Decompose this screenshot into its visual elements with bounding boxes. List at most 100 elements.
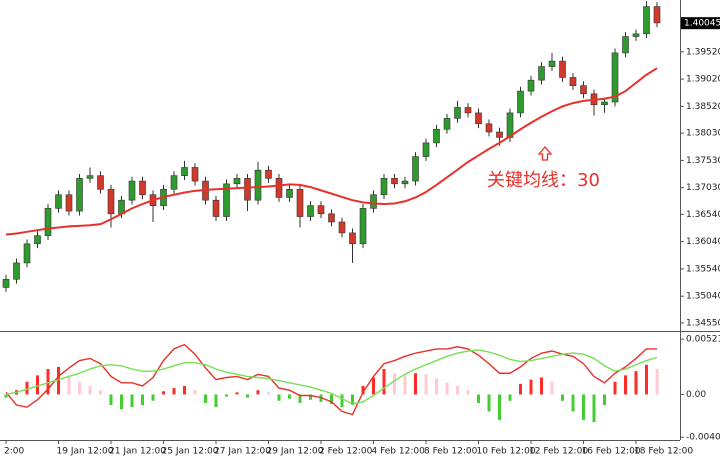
y-tick-label: 1.37530 bbox=[686, 156, 720, 166]
histogram-bar bbox=[67, 375, 71, 395]
histogram-bar bbox=[477, 394, 480, 403]
x-tick-label: 4 Feb 12:00 bbox=[372, 447, 426, 457]
histogram-bar bbox=[225, 394, 228, 397]
histogram-bar bbox=[571, 394, 575, 412]
candle-body bbox=[34, 235, 41, 245]
histogram-bar bbox=[162, 391, 165, 395]
histogram-bar bbox=[645, 364, 648, 395]
indicator-line bbox=[5, 343, 657, 416]
candle-body bbox=[139, 180, 146, 196]
histogram-bar bbox=[130, 394, 134, 408]
candle-body bbox=[611, 52, 619, 103]
candle-body bbox=[76, 178, 83, 212]
candle-body bbox=[275, 178, 283, 198]
candle-body bbox=[653, 6, 661, 24]
candle-body bbox=[317, 205, 325, 215]
y-tick-label: 1.36040 bbox=[686, 237, 720, 247]
candle-body bbox=[433, 128, 440, 144]
candle-body bbox=[412, 156, 419, 182]
histogram-bar bbox=[634, 371, 638, 395]
histogram-bar bbox=[267, 392, 270, 395]
candle-body bbox=[380, 178, 388, 196]
candle-body bbox=[265, 169, 272, 179]
histogram-bar bbox=[246, 394, 249, 398]
histogram-bar bbox=[109, 394, 113, 406]
x-tick-label: 16 Feb 12:00 bbox=[582, 447, 641, 457]
histogram-bar bbox=[424, 374, 428, 395]
x-tick-label: 19 Jan 12:00 bbox=[57, 447, 114, 457]
histogram-bar bbox=[204, 394, 207, 403]
candle-body bbox=[643, 6, 650, 35]
histogram-bar bbox=[214, 394, 218, 408]
candle-body bbox=[286, 188, 293, 198]
y-tick-label: 1.35540 bbox=[686, 264, 720, 274]
candle-body bbox=[496, 131, 503, 138]
candle-body bbox=[370, 194, 377, 209]
histogram-bar bbox=[46, 369, 50, 395]
candle-body bbox=[328, 213, 335, 223]
candle-body bbox=[244, 178, 251, 201]
histogram-bar bbox=[172, 388, 176, 395]
histogram-bar bbox=[78, 381, 81, 395]
y-tick-label: 1.39020 bbox=[686, 75, 720, 85]
candle-body bbox=[338, 221, 346, 234]
y-tick-label: 1.39520 bbox=[686, 47, 720, 57]
candle-body bbox=[254, 169, 262, 201]
histogram-bar bbox=[183, 385, 186, 395]
histogram-bar bbox=[330, 394, 333, 404]
candle-body bbox=[517, 90, 524, 114]
x-tick-label: 25 Jan 12:00 bbox=[162, 447, 219, 457]
candle-body bbox=[548, 60, 556, 67]
y-tick-label: 1.37030 bbox=[686, 183, 720, 193]
candle-body bbox=[107, 188, 115, 215]
candle-body bbox=[212, 199, 220, 217]
candle-body bbox=[13, 262, 20, 280]
histogram-bar bbox=[414, 373, 417, 395]
candle-body bbox=[359, 208, 367, 245]
candle-body bbox=[181, 167, 188, 176]
y-tick-label: 0.00 bbox=[686, 390, 706, 400]
candle-body bbox=[307, 205, 314, 217]
histogram-bar bbox=[498, 394, 501, 420]
y-tick-label: -0.0040330 bbox=[686, 433, 720, 443]
histogram-bar bbox=[613, 381, 617, 395]
histogram-bar bbox=[519, 383, 522, 395]
histogram-bar bbox=[235, 392, 239, 395]
histogram-bar bbox=[466, 390, 470, 395]
y-tick-label: 1.34550 bbox=[686, 318, 720, 328]
candle-body bbox=[65, 194, 73, 212]
histogram-bar bbox=[592, 394, 596, 422]
x-tick-label: 12 Feb 12:00 bbox=[529, 447, 588, 457]
candle-body bbox=[86, 175, 94, 179]
histogram-bar bbox=[361, 385, 365, 395]
histogram-bar bbox=[403, 375, 407, 395]
candle-body bbox=[349, 232, 356, 245]
last-price-box bbox=[681, 17, 720, 30]
histogram-bar bbox=[456, 385, 459, 395]
histogram-bar bbox=[193, 390, 197, 395]
histogram-bar bbox=[529, 379, 533, 395]
histogram-bar bbox=[487, 394, 491, 412]
candle-body bbox=[55, 194, 62, 209]
histogram-bar bbox=[603, 394, 606, 406]
candle-body bbox=[44, 208, 52, 236]
indicator-line bbox=[5, 349, 658, 405]
candle-body bbox=[422, 142, 430, 157]
histogram-bar bbox=[88, 385, 92, 395]
histogram-bar bbox=[309, 394, 312, 400]
histogram-bar bbox=[435, 378, 438, 395]
candle-body bbox=[559, 60, 566, 78]
annotation: 关键均线：30 bbox=[487, 170, 600, 191]
histogram-bar bbox=[382, 369, 386, 395]
histogram-bar bbox=[550, 381, 554, 395]
histogram-bar bbox=[582, 394, 585, 420]
candle-body bbox=[233, 178, 241, 185]
histogram-bar bbox=[57, 366, 60, 395]
candle-body bbox=[632, 33, 640, 37]
histogram-bar bbox=[393, 373, 396, 395]
histogram-bar bbox=[540, 377, 543, 395]
candle-body bbox=[2, 278, 10, 288]
candle-body bbox=[23, 243, 31, 264]
histogram-bar bbox=[372, 377, 375, 395]
